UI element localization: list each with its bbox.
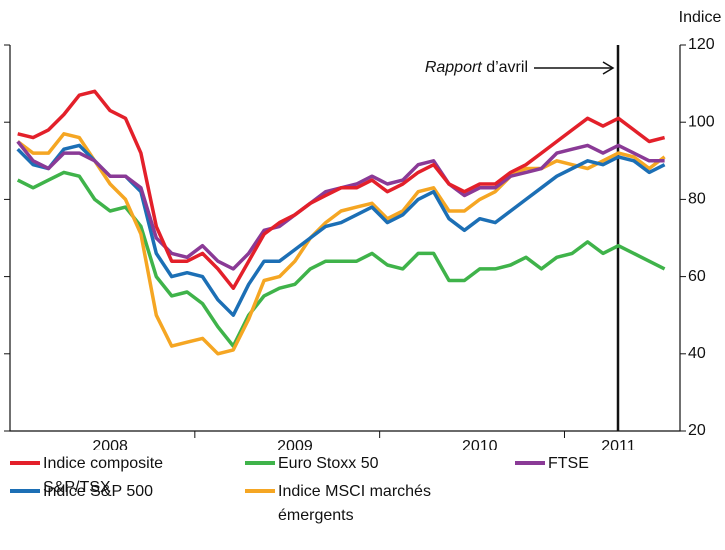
- legend-label: Euro Stoxx 50: [278, 455, 379, 472]
- legend-item: Indice MSCI marchés émergents: [245, 480, 515, 528]
- legend-swatch: [245, 461, 275, 465]
- legend: Indice composite S&P/TSX Euro Stoxx 50 FTS…: [10, 452, 695, 528]
- arrow-head: [602, 61, 615, 75]
- annotation: Rapport d’avril: [425, 59, 528, 76]
- plot-frame: [9, 45, 681, 432]
- legend-item: Euro Stoxx 50: [245, 452, 515, 500]
- series-line: [16, 140, 665, 271]
- legend-swatch: [515, 461, 545, 465]
- x-tick-label: 2008: [92, 438, 128, 450]
- legend-swatch: [10, 461, 40, 465]
- x-tick-label: 2009: [277, 438, 313, 450]
- legend-swatch: [245, 489, 275, 493]
- series-line: [16, 170, 666, 348]
- legend-label: Indice composite S&P/TSX: [43, 455, 164, 496]
- x-tick-label: 2011: [601, 438, 636, 450]
- y-tick-label: 60: [688, 268, 706, 285]
- y-axis-label: Indice: [679, 9, 722, 26]
- series-line: [17, 89, 666, 290]
- legend-item: FTSE: [515, 452, 695, 500]
- y-tick-label: 80: [688, 191, 706, 208]
- series-line: [16, 132, 666, 356]
- series-line: [16, 143, 666, 317]
- legend-label: FTSE: [548, 455, 589, 472]
- chart: Indice Rapport d’avril 20 40 60 80 100 120 200…: [4, 9, 722, 450]
- x-tick-label: 2010: [462, 438, 498, 450]
- legend-swatch: [10, 489, 40, 493]
- annotation-rest: d’avril: [486, 59, 528, 76]
- y-tick-label: 120: [688, 36, 715, 53]
- legend-label: Indice MSCI marchés émergents: [278, 483, 431, 524]
- legend-item: Indice composite S&P/TSX: [10, 452, 245, 500]
- y-tick-label: 100: [688, 113, 715, 130]
- y-tick-label: 20: [688, 422, 706, 439]
- annotation-italic: Rapport: [425, 59, 482, 76]
- legend-label: Indice S&P 500: [43, 483, 154, 500]
- legend-item: Indice S&P 500: [10, 480, 245, 528]
- y-tick-label: 40: [688, 345, 706, 362]
